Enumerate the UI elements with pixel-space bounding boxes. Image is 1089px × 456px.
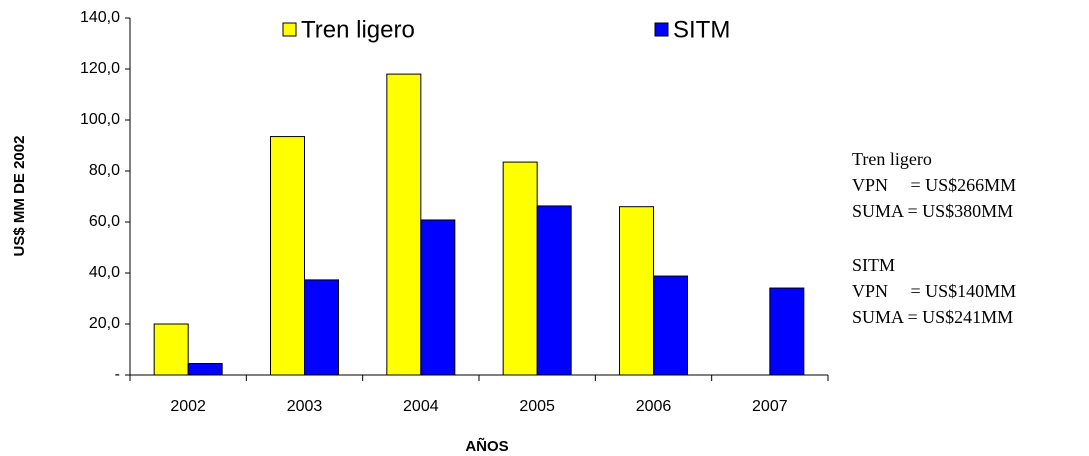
- annotation: SITM: [852, 255, 895, 275]
- legend-label: Tren ligero: [301, 16, 415, 43]
- y-tick-label: 40,0: [89, 264, 120, 281]
- bar: [304, 279, 339, 376]
- x-tick-label: 2006: [636, 398, 672, 415]
- y-tick-label: -: [115, 366, 120, 383]
- bar: [536, 205, 572, 376]
- y-axis-label: US$ MM DE 2002: [11, 136, 28, 257]
- legend-swatch: [654, 22, 669, 37]
- bar: [769, 287, 805, 376]
- bar: [653, 275, 688, 376]
- bar: [619, 206, 654, 376]
- bar: [386, 73, 422, 376]
- y-tick-label: 140,0: [80, 9, 120, 26]
- annotation: SUMA = US$241MM: [852, 307, 1013, 327]
- bar: [270, 136, 305, 376]
- x-tick-label: 2007: [752, 398, 788, 415]
- bar: [420, 219, 456, 376]
- annotation: Tren ligero: [852, 149, 932, 169]
- y-tick-label: 100,0: [80, 111, 120, 128]
- bar: [153, 323, 189, 376]
- y-tick-label: 20,0: [89, 315, 120, 332]
- bar: [502, 161, 538, 376]
- x-tick-label: 2004: [403, 398, 439, 415]
- x-tick-label: 2005: [519, 398, 555, 415]
- x-tick-label: 2003: [287, 398, 323, 415]
- annotation: VPN = US$140MM: [852, 281, 1016, 301]
- legend-label: SITM: [673, 16, 730, 43]
- y-tick-label: 120,0: [80, 60, 120, 77]
- legend-swatch: [282, 22, 297, 37]
- annotation: VPN = US$266MM: [852, 175, 1016, 195]
- y-tick-label: 60,0: [89, 213, 120, 230]
- bar: [187, 363, 223, 376]
- x-tick-label: 2002: [170, 398, 206, 415]
- x-axis-label: AÑOS: [465, 437, 508, 455]
- y-tick-label: 80,0: [89, 162, 120, 179]
- annotation: SUMA = US$380MM: [852, 201, 1013, 221]
